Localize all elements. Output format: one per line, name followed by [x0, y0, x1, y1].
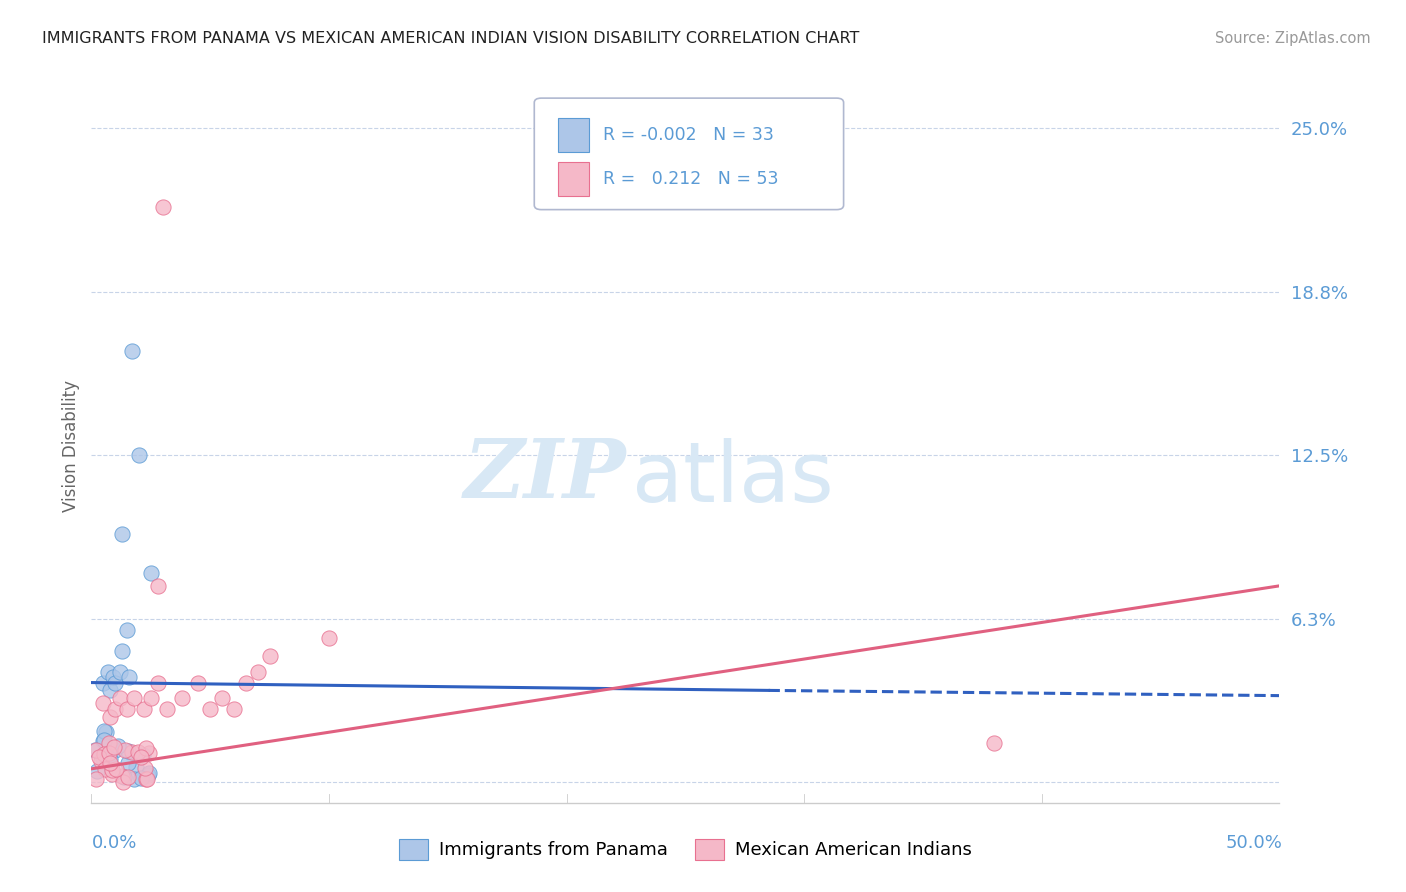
Point: [108, 665, 131, 679]
Point: [117, 756, 139, 770]
Point: [112, 774, 135, 789]
Point: [101, 670, 124, 684]
Text: R =   0.212   N = 53: R = 0.212 N = 53: [603, 170, 779, 188]
Point: [136, 767, 159, 781]
Text: 0.0%: 0.0%: [91, 834, 136, 852]
Text: Source: ZipAtlas.com: Source: ZipAtlas.com: [1215, 31, 1371, 46]
Point: [152, 200, 174, 214]
Point: [246, 665, 269, 679]
Point: [132, 747, 155, 762]
Point: [97, 665, 120, 679]
Point: [111, 526, 134, 541]
Point: [100, 767, 122, 781]
Point: [84, 743, 107, 757]
Point: [111, 769, 134, 783]
Point: [93, 747, 115, 761]
Point: [111, 644, 134, 658]
Point: [104, 675, 127, 690]
Point: [146, 675, 169, 690]
Point: [93, 724, 115, 739]
Point: [135, 772, 157, 786]
Point: [84, 743, 107, 757]
Point: [222, 702, 245, 716]
Point: [127, 745, 149, 759]
Point: [132, 702, 155, 716]
Point: [104, 762, 127, 776]
Point: [138, 747, 160, 761]
Point: [138, 766, 160, 780]
Point: [139, 691, 162, 706]
Point: [187, 675, 209, 690]
Point: [129, 772, 152, 786]
Point: [112, 770, 135, 784]
Point: [136, 772, 159, 786]
Point: [98, 746, 121, 760]
Point: [117, 744, 139, 758]
Point: [101, 763, 124, 777]
Text: R = -0.002   N = 33: R = -0.002 N = 33: [603, 126, 775, 144]
Legend: Immigrants from Panama, Mexican American Indians: Immigrants from Panama, Mexican American…: [391, 830, 980, 869]
Point: [124, 759, 146, 773]
Point: [100, 709, 122, 723]
Point: [100, 752, 122, 766]
Point: [115, 702, 138, 716]
Point: [104, 743, 127, 757]
Point: [139, 566, 162, 580]
Point: [235, 675, 257, 690]
Point: [91, 675, 114, 690]
Point: [134, 761, 156, 775]
Point: [156, 702, 179, 716]
Point: [122, 691, 145, 706]
Point: [86, 772, 108, 787]
Point: [100, 683, 122, 698]
Point: [98, 756, 121, 771]
Point: [94, 762, 117, 776]
Point: [983, 736, 1005, 750]
Point: [108, 691, 131, 706]
Point: [128, 448, 150, 462]
Point: [118, 670, 141, 684]
Point: [122, 772, 145, 787]
Point: [146, 579, 169, 593]
Text: 50.0%: 50.0%: [1226, 834, 1282, 852]
Y-axis label: Vision Disability: Vision Disability: [62, 380, 80, 512]
Point: [318, 631, 340, 645]
Point: [87, 750, 110, 764]
Point: [91, 751, 114, 765]
Point: [107, 739, 129, 753]
Point: [86, 764, 108, 779]
Text: atlas: atlas: [631, 438, 834, 518]
Point: [121, 745, 143, 759]
Point: [103, 740, 125, 755]
Point: [91, 697, 114, 711]
Point: [170, 691, 193, 706]
Point: [104, 702, 127, 716]
Text: ZIP: ZIP: [464, 434, 626, 515]
Point: [115, 624, 138, 638]
Point: [211, 691, 233, 706]
Text: IMMIGRANTS FROM PANAMA VS MEXICAN AMERICAN INDIAN VISION DISABILITY CORRELATION : IMMIGRANTS FROM PANAMA VS MEXICAN AMERIC…: [42, 31, 859, 46]
Point: [121, 343, 143, 358]
Point: [259, 649, 281, 664]
Point: [135, 741, 157, 756]
Point: [200, 702, 222, 716]
Point: [90, 754, 112, 768]
Point: [91, 734, 114, 748]
Point: [97, 736, 120, 750]
Point: [114, 743, 136, 757]
Point: [117, 770, 139, 784]
Point: [93, 732, 115, 747]
Point: [129, 750, 152, 764]
Point: [94, 725, 117, 739]
Point: [100, 759, 122, 773]
